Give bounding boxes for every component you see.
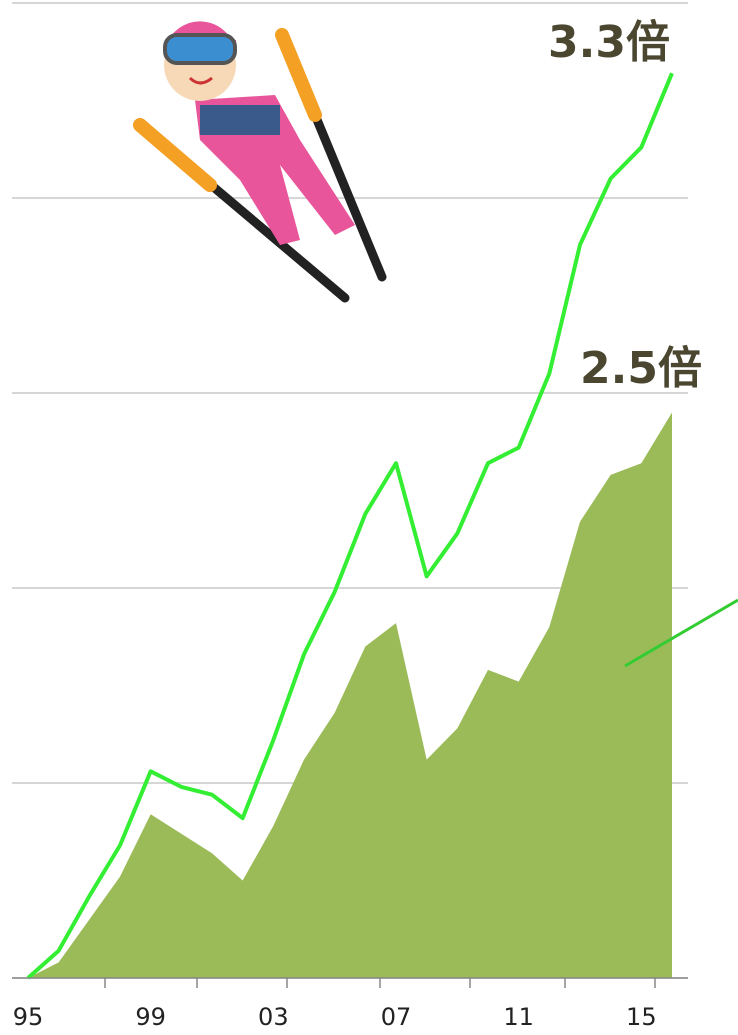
annotation: 2.5倍 — [580, 343, 702, 394]
x-tick-label: 15 — [626, 1003, 657, 1031]
skier-illustration — [133, 21, 387, 303]
x-axis-ticks — [104, 978, 656, 988]
area — [28, 412, 672, 978]
x-tick-label: 03 — [258, 1003, 289, 1031]
annotation: 3.3倍 — [548, 17, 670, 68]
x-tick-label: 07 — [381, 1003, 412, 1031]
x-tick-label: 95 — [13, 1003, 44, 1031]
x-tick-label: 99 — [135, 1003, 166, 1031]
pointer-line — [624, 598, 738, 668]
line — [26, 72, 674, 980]
x-tick-label: 11 — [503, 1003, 534, 1031]
